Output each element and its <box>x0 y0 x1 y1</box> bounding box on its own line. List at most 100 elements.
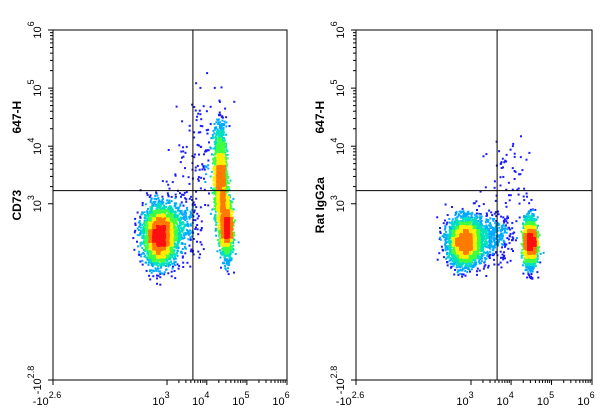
event-point <box>227 157 229 159</box>
event-point <box>206 110 208 112</box>
event-point <box>220 194 222 196</box>
event-point <box>182 150 184 152</box>
event-point <box>193 106 195 108</box>
event-point <box>218 142 220 144</box>
event-point <box>223 154 225 156</box>
event-point <box>184 246 186 248</box>
event-point <box>222 143 224 145</box>
event-point <box>227 248 229 250</box>
event-point <box>218 133 220 135</box>
event-point <box>200 229 202 231</box>
event-point <box>189 214 191 216</box>
event-point <box>220 257 222 259</box>
event-point <box>150 201 152 203</box>
event-point <box>174 270 176 272</box>
event-point <box>217 163 219 165</box>
event-point <box>204 151 206 153</box>
event-point <box>220 244 222 246</box>
event-point <box>171 232 173 234</box>
event-point <box>225 125 227 127</box>
event-point <box>177 241 179 243</box>
event-point <box>179 225 181 227</box>
event-point <box>142 202 144 204</box>
event-point <box>171 236 173 238</box>
event-point <box>210 123 212 125</box>
event-point <box>171 275 173 277</box>
event-point <box>204 165 206 167</box>
event-point <box>174 215 176 217</box>
event-point <box>231 227 233 229</box>
event-point <box>177 250 179 252</box>
event-point <box>217 136 219 138</box>
event-point <box>201 163 203 165</box>
event-point <box>228 273 230 275</box>
event-point <box>227 270 229 272</box>
event-point <box>225 255 227 257</box>
event-point <box>164 271 166 273</box>
event-point <box>143 253 145 255</box>
event-point <box>210 213 212 215</box>
event-point <box>194 228 196 230</box>
event-point <box>204 181 206 183</box>
event-point <box>227 267 229 269</box>
event-point <box>160 267 162 269</box>
event-point <box>196 241 198 243</box>
event-point <box>146 214 148 216</box>
event-point <box>174 277 176 279</box>
event-point <box>219 249 221 251</box>
event-point <box>177 263 179 265</box>
event-point <box>182 248 184 250</box>
event-point <box>210 176 212 178</box>
event-point <box>149 224 151 226</box>
event-point <box>179 220 181 222</box>
event-point <box>215 126 217 128</box>
event-point <box>134 218 136 220</box>
event-point <box>180 196 182 198</box>
event-point <box>182 146 184 148</box>
event-point <box>156 198 158 200</box>
event-point <box>158 201 160 203</box>
event-point <box>148 275 150 277</box>
event-point <box>189 125 191 127</box>
event-point <box>213 162 215 164</box>
event-point <box>195 198 197 200</box>
event-point <box>149 269 151 271</box>
event-point <box>182 257 184 259</box>
event-point <box>232 251 234 253</box>
event-point <box>176 219 178 221</box>
event-point <box>224 165 226 167</box>
event-point <box>199 113 201 115</box>
event-point <box>154 260 156 262</box>
event-point <box>145 239 147 241</box>
event-point <box>223 130 225 132</box>
event-point <box>198 132 200 134</box>
event-point <box>207 168 209 170</box>
event-point <box>151 272 153 274</box>
event-point <box>186 146 188 148</box>
event-point <box>203 105 205 107</box>
event-point <box>198 215 200 217</box>
event-point <box>167 184 169 186</box>
event-point <box>225 134 227 136</box>
event-point <box>198 145 200 147</box>
event-point <box>231 232 233 234</box>
event-point <box>227 206 229 208</box>
event-point <box>149 254 151 256</box>
event-point <box>211 153 213 155</box>
event-point <box>189 218 191 220</box>
event-point <box>159 264 161 266</box>
event-point <box>150 212 152 214</box>
event-point <box>154 198 156 200</box>
event-point <box>141 214 143 216</box>
event-point <box>162 180 164 182</box>
event-point <box>218 188 220 190</box>
event-point <box>226 210 228 212</box>
event-point <box>226 187 228 189</box>
event-point <box>224 241 226 243</box>
event-point <box>136 241 138 243</box>
event-point <box>197 228 199 230</box>
event-point <box>149 233 151 235</box>
event-point <box>216 171 218 173</box>
event-point <box>160 210 162 212</box>
event-point <box>207 149 209 151</box>
